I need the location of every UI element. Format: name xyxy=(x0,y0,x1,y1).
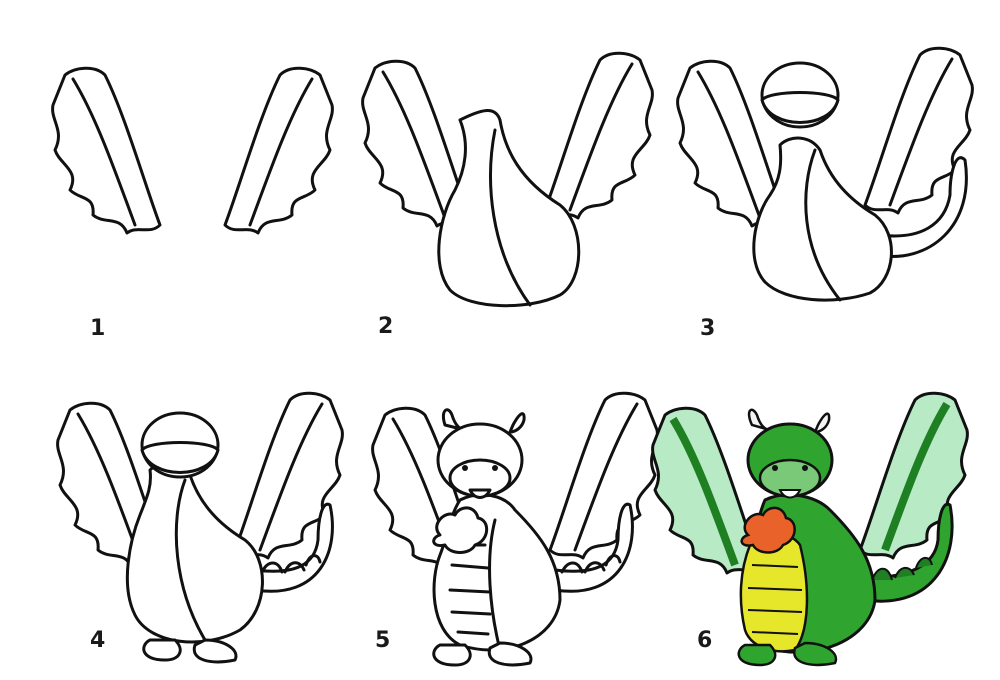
body-outline xyxy=(752,136,893,302)
step-4-drawing xyxy=(56,391,344,664)
step-1-drawing xyxy=(51,66,334,235)
step-2-drawing xyxy=(361,51,654,308)
step-6-colored-dragon xyxy=(651,391,969,667)
step-3-drawing xyxy=(676,46,974,302)
step-number-3: 3 xyxy=(700,316,716,341)
step-number-6: 6 xyxy=(697,628,713,653)
tail-outline xyxy=(873,156,968,258)
step-number-4: 4 xyxy=(90,628,106,653)
right-wing-sketch xyxy=(223,66,334,235)
left-wing-sketch xyxy=(51,66,162,235)
step-number-2: 2 xyxy=(378,314,394,339)
step-number-1: 1 xyxy=(90,316,106,341)
body-outline xyxy=(437,109,581,308)
step-number-5: 5 xyxy=(375,628,391,653)
step-5-drawing xyxy=(371,391,659,667)
